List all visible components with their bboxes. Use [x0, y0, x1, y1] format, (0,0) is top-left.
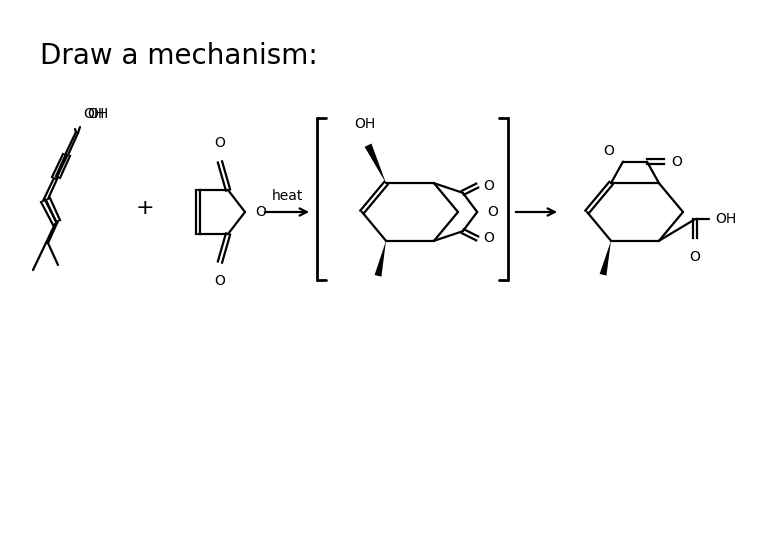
Text: O: O — [603, 144, 614, 158]
Text: O: O — [487, 205, 498, 219]
Text: +: + — [136, 198, 154, 218]
Text: O: O — [671, 155, 681, 169]
Polygon shape — [600, 241, 611, 276]
Text: Draw a mechanism:: Draw a mechanism: — [40, 42, 318, 70]
Text: heat: heat — [271, 189, 303, 203]
Text: O: O — [215, 274, 226, 288]
Text: O: O — [215, 136, 226, 150]
Polygon shape — [364, 144, 386, 183]
Text: O: O — [484, 232, 494, 245]
Text: O: O — [255, 205, 266, 219]
Text: OH: OH — [715, 212, 737, 226]
Text: O: O — [690, 250, 701, 265]
Polygon shape — [374, 241, 386, 277]
Text: OH: OH — [354, 117, 376, 131]
Text: OH: OH — [83, 107, 104, 121]
Text: O: O — [484, 179, 494, 192]
Text: OH: OH — [87, 107, 109, 121]
